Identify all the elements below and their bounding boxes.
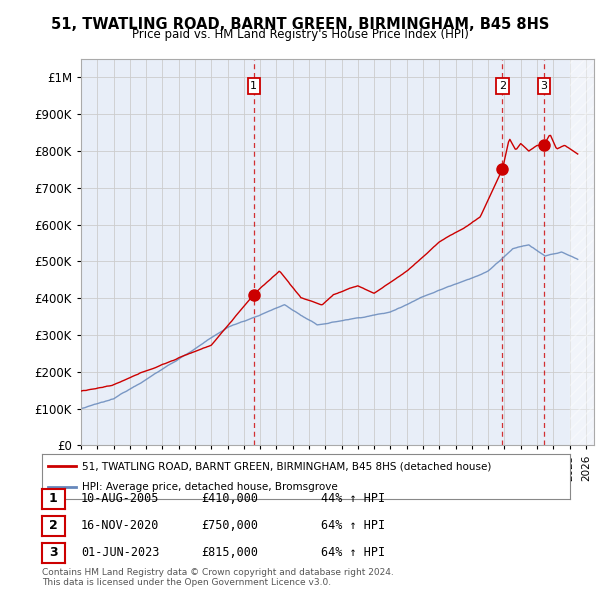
Text: 01-JUN-2023: 01-JUN-2023 [81, 546, 160, 559]
Text: 64% ↑ HPI: 64% ↑ HPI [321, 546, 385, 559]
Text: £815,000: £815,000 [201, 546, 258, 559]
Text: 3: 3 [541, 81, 547, 91]
Text: 3: 3 [49, 546, 58, 559]
Text: 64% ↑ HPI: 64% ↑ HPI [321, 519, 385, 532]
Text: 51, TWATLING ROAD, BARNT GREEN, BIRMINGHAM, B45 8HS: 51, TWATLING ROAD, BARNT GREEN, BIRMINGH… [51, 17, 549, 31]
Text: Price paid vs. HM Land Registry's House Price Index (HPI): Price paid vs. HM Land Registry's House … [131, 28, 469, 41]
Text: 10-AUG-2005: 10-AUG-2005 [81, 492, 160, 505]
Text: 51, TWATLING ROAD, BARNT GREEN, BIRMINGHAM, B45 8HS (detached house): 51, TWATLING ROAD, BARNT GREEN, BIRMINGH… [82, 461, 491, 471]
Text: 44% ↑ HPI: 44% ↑ HPI [321, 492, 385, 505]
Text: £410,000: £410,000 [201, 492, 258, 505]
Text: 2: 2 [49, 519, 58, 532]
Text: HPI: Average price, detached house, Bromsgrove: HPI: Average price, detached house, Brom… [82, 481, 337, 491]
Text: 16-NOV-2020: 16-NOV-2020 [81, 519, 160, 532]
Text: 1: 1 [250, 81, 257, 91]
Text: 1: 1 [49, 492, 58, 505]
Text: Contains HM Land Registry data © Crown copyright and database right 2024.
This d: Contains HM Land Registry data © Crown c… [42, 568, 394, 587]
Text: £750,000: £750,000 [201, 519, 258, 532]
Text: 2: 2 [499, 81, 506, 91]
Bar [569, 59, 594, 445]
